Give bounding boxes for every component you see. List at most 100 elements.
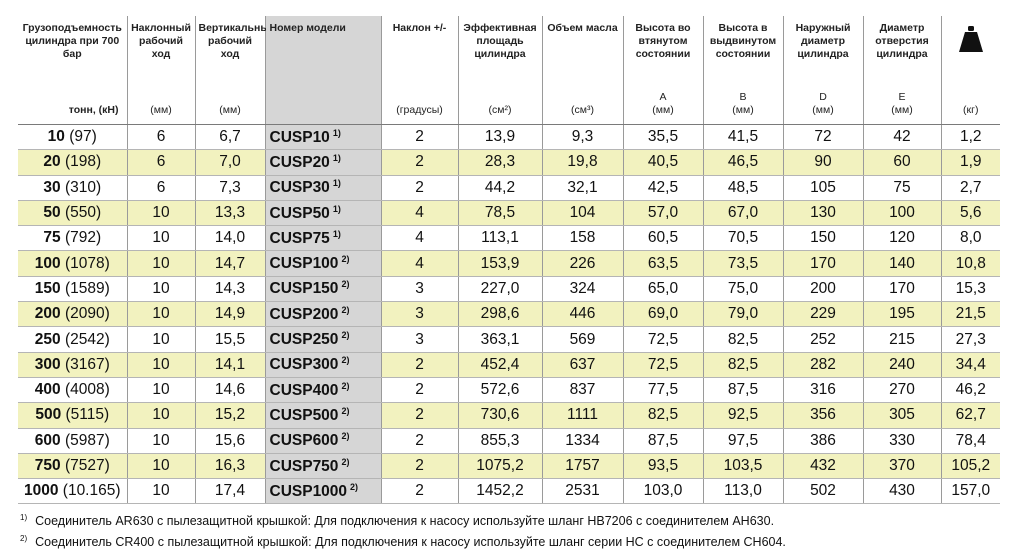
- cell-oil-volume: 1757: [542, 453, 624, 480]
- cell-tilt-stroke: 10: [127, 402, 196, 429]
- header-area-title: Эффективная площадь цилиндра: [463, 22, 537, 60]
- header-oil-volume-unit: (см³): [571, 104, 594, 116]
- table-row: 250 (2542) 10 15,5 CUSP250 2) 3 363,1 569 72,5 82…: [18, 326, 1000, 353]
- cell-area: 28,3: [458, 149, 543, 176]
- cell-weight: 46,2: [941, 377, 1000, 404]
- cell-extended-height: 79,0: [703, 301, 784, 328]
- capacity-kn: (2090): [64, 305, 110, 323]
- cell-area: 13,9: [458, 124, 543, 151]
- cell-capacity: 400 (4008): [18, 377, 128, 404]
- header-capacity: Грузоподъемность цилиндра при 700 бар то…: [18, 16, 128, 125]
- cell-tilt: 2: [381, 124, 459, 151]
- cell-area: 1452,2: [458, 478, 543, 505]
- cell-area: 298,6: [458, 301, 543, 328]
- cell-retracted-height: 40,5: [623, 149, 704, 176]
- model-number: CUSP75: [269, 229, 330, 247]
- capacity-tons: 250: [34, 330, 61, 348]
- cell-area: 153,9: [458, 250, 543, 277]
- capacity-kn: (1078): [64, 254, 110, 272]
- cell-capacity: 75 (792): [18, 225, 128, 252]
- cell-model: CUSP200 2): [265, 301, 382, 328]
- cell-oil-volume: 19,8: [542, 149, 624, 176]
- header-outer-diameter: Наружный диаметр цилиндра D (мм): [783, 16, 864, 125]
- model-number: CUSP750: [269, 457, 339, 475]
- cell-vertical-stroke: 14,1: [195, 352, 266, 378]
- capacity-tons: 50: [43, 204, 61, 222]
- cell-extended-height: 67,0: [703, 200, 784, 227]
- table-row: 500 (5115) 10 15,2 CUSP500 2) 2 730,6 1111 82,5 9…: [18, 402, 1000, 429]
- cell-capacity: 20 (198): [18, 149, 128, 176]
- model-footnote-mark: 1): [332, 203, 341, 214]
- footnote-1-mark: 1): [20, 513, 28, 523]
- model-number: CUSP500: [269, 406, 339, 424]
- model-footnote-mark: 2): [341, 405, 350, 416]
- cell-tilt-stroke: 10: [127, 478, 196, 505]
- model-number: CUSP200: [269, 305, 339, 323]
- header-vertical-stroke: Вертикальный рабочий ход (мм): [195, 16, 276, 125]
- cell-outer-diameter: 72: [783, 124, 864, 151]
- cell-capacity: 50 (550): [18, 200, 128, 227]
- cell-oil-volume: 837: [542, 377, 624, 404]
- header-bore-diameter-unit: (мм): [891, 104, 913, 116]
- cell-extended-height: 70,5: [703, 225, 784, 252]
- cell-bore-diameter: 75: [863, 175, 942, 201]
- cell-tilt-stroke: 10: [127, 352, 196, 378]
- cell-bore-diameter: 240: [863, 352, 942, 378]
- capacity-tons: 400: [34, 381, 61, 399]
- cell-model: CUSP20 1): [265, 149, 382, 176]
- cell-vertical-stroke: 14,3: [195, 276, 266, 303]
- cell-retracted-height: 57,0: [623, 200, 704, 227]
- model-number: CUSP400: [269, 381, 339, 399]
- cell-tilt: 2: [381, 352, 459, 378]
- cell-outer-diameter: 356: [783, 402, 864, 429]
- header-weight-unit: (кг): [963, 104, 979, 116]
- cell-oil-volume: 226: [542, 250, 624, 277]
- cell-bore-diameter: 170: [863, 276, 942, 303]
- cell-model: CUSP30 1): [265, 175, 382, 201]
- cell-bore-diameter: 270: [863, 377, 942, 404]
- model-footnote-mark: 1): [332, 178, 341, 189]
- spec-table-frame: Грузоподъемность цилиндра при 700 бар то…: [18, 16, 1000, 551]
- cell-model: CUSP1000 2): [265, 478, 382, 505]
- cell-tilt: 2: [381, 478, 459, 505]
- cell-retracted-height: 77,5: [623, 377, 704, 404]
- table-row: 100 (1078) 10 14,7 CUSP100 2) 4 153,9 226 63,5 73…: [18, 250, 1000, 277]
- model-footnote-mark: 2): [350, 481, 359, 492]
- cell-outer-diameter: 282: [783, 352, 864, 378]
- table-row: 300 (3167) 10 14,1 CUSP300 2) 2 452,4 637 72,5 82…: [18, 352, 1000, 378]
- cell-area: 78,5: [458, 200, 543, 227]
- cell-model: CUSP10 1): [265, 124, 382, 151]
- cell-capacity: 750 (7527): [18, 453, 128, 480]
- cell-area: 363,1: [458, 326, 543, 353]
- header-extended-height-title: Высота в выдвинутом состоянии: [709, 22, 777, 60]
- cell-area: 113,1: [458, 225, 543, 252]
- cell-weight: 78,4: [941, 428, 1000, 454]
- cell-vertical-stroke: 14,7: [195, 250, 266, 277]
- cell-outer-diameter: 252: [783, 326, 864, 353]
- cell-tilt: 3: [381, 326, 459, 353]
- cell-oil-volume: 158: [542, 225, 624, 252]
- table-row: 10 (97) 6 6,7 CUSP10 1) 2 13,9 9,3 35,5 41,5 72 42 1…: [18, 124, 1000, 151]
- header-vertical-stroke-title: Вертикальный рабочий ход: [198, 22, 276, 60]
- footnote-2-mark: 2): [20, 534, 28, 544]
- capacity-kn: (10.165): [62, 482, 121, 500]
- header-tilt: Наклон +/- (градусы): [381, 16, 459, 125]
- cell-vertical-stroke: 16,3: [195, 453, 266, 480]
- cell-extended-height: 97,5: [703, 428, 784, 454]
- footnote-1: 1) Соединитель AR630 с пылезащитной крышк…: [18, 509, 1000, 530]
- model-number: CUSP250: [269, 331, 339, 349]
- cell-outer-diameter: 386: [783, 428, 864, 454]
- header-bore-diameter: Диаметр отверстия цилиндра E (мм): [863, 16, 942, 125]
- cell-tilt-stroke: 10: [127, 276, 196, 303]
- model-footnote-mark: 1): [332, 228, 341, 239]
- footnote-2: 2) Соединитель CR400 с пылезащитной крышк…: [18, 530, 1000, 551]
- cell-outer-diameter: 432: [783, 453, 864, 480]
- cell-bore-diameter: 305: [863, 402, 942, 429]
- capacity-kn: (5987): [64, 431, 110, 449]
- cell-model: CUSP750 2): [265, 453, 382, 480]
- capacity-kn: (3167): [64, 355, 110, 373]
- table-row: 30 (310) 6 7,3 CUSP30 1) 2 44,2 32,1 42,5 48,5 105…: [18, 175, 1000, 201]
- footnote-1-text: Соединитель AR630 с пылезащитной крышкой…: [35, 514, 775, 529]
- cell-bore-diameter: 215: [863, 326, 942, 353]
- cell-weight: 8,0: [941, 225, 1000, 252]
